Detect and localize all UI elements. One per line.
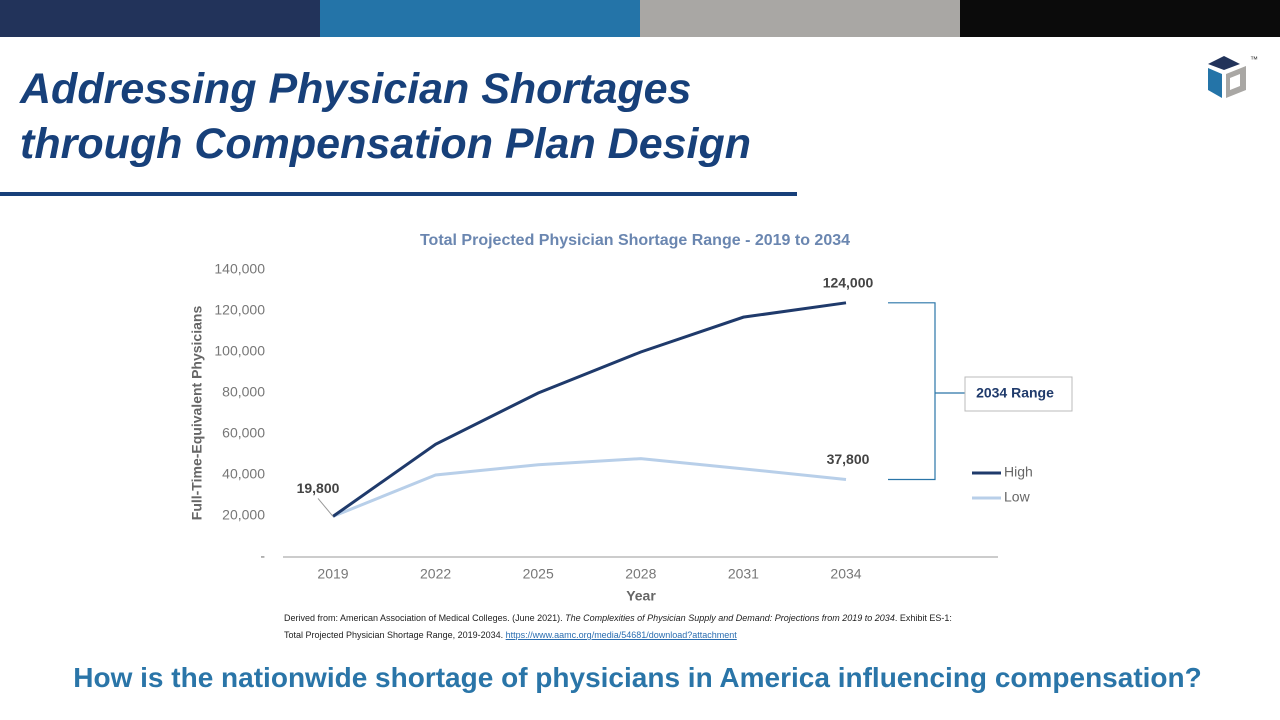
y-tick-label: - — [260, 548, 265, 564]
chart-title: Total Projected Physician Shortage Range… — [420, 232, 850, 249]
x-tick-label: 2019 — [317, 566, 348, 582]
leader-line — [317, 498, 334, 517]
source-work: The Complexities of Physician Supply and… — [565, 613, 895, 623]
y-tick-label: 140,000 — [214, 261, 265, 277]
y-tick-label: 40,000 — [222, 466, 265, 482]
value-label: 19,800 — [297, 480, 340, 496]
x-tick-label: 2028 — [625, 566, 656, 582]
question: How is the nationwide shortage of physic… — [73, 662, 1202, 693]
source-text: Derived from: American Association of Me… — [284, 613, 566, 623]
legend-label: Low — [1004, 489, 1031, 505]
series-line — [332, 457, 847, 518]
x-tick-label: 2025 — [523, 566, 554, 582]
y-tick-label: 100,000 — [214, 343, 265, 359]
logo-mark: ™ — [1250, 55, 1258, 64]
y-axis-label: Full-Time-Equivalent Physicians — [189, 306, 205, 521]
source-text: . Exhibit ES-1: Total Projected Physicia… — [284, 613, 952, 640]
annotation: 2034 Range — [976, 385, 1054, 401]
series-line — [332, 301, 847, 518]
legend-label: High — [1004, 464, 1033, 480]
y-tick-label: 120,000 — [214, 302, 265, 318]
logo: ™ — [1208, 55, 1258, 98]
value-label: 124,000 — [823, 275, 874, 291]
annotation-box — [964, 376, 1073, 412]
x-axis-label: Year — [626, 588, 656, 604]
color-band — [640, 0, 960, 37]
y-tick-label: 20,000 — [222, 507, 265, 523]
source-note: Derived from: American Association of Me… — [284, 610, 964, 644]
range-bracket — [888, 302, 965, 481]
x-tick-label: 2034 — [830, 566, 861, 582]
title-line: through Compensation Plan Design — [20, 120, 752, 168]
color-band — [320, 0, 640, 37]
title-line: Addressing Physician Shortages — [20, 65, 692, 113]
x-tick-label: 2031 — [728, 566, 759, 582]
y-tick-label: 60,000 — [222, 425, 265, 441]
color-band — [0, 0, 320, 37]
y-tick-label: 80,000 — [222, 384, 265, 400]
color-band — [960, 0, 1280, 37]
value-label: 37,800 — [827, 451, 870, 467]
source-link[interactable]: https://www.aamc.org/media/54681/downloa… — [505, 630, 737, 640]
title-rule — [0, 192, 797, 196]
x-tick-label: 2022 — [420, 566, 451, 582]
